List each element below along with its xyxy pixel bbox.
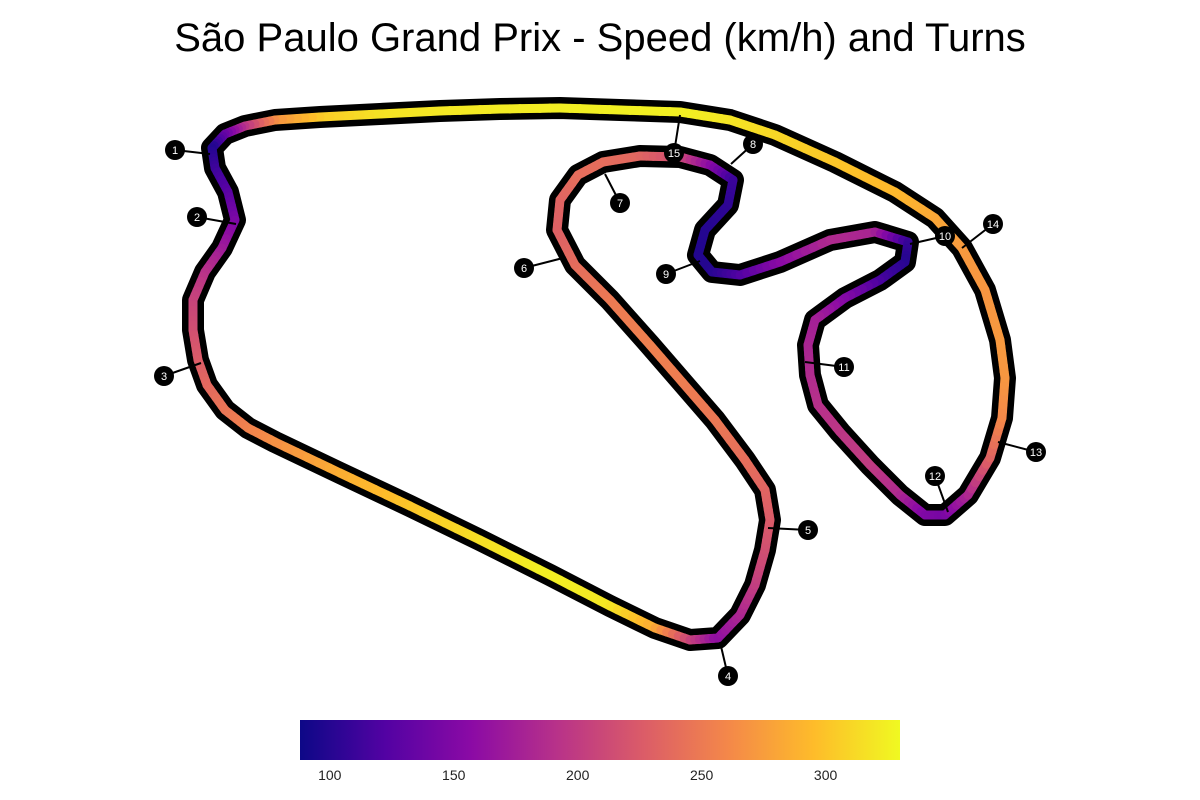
turn-marker-6: 6: [514, 257, 564, 278]
colorbar-tick-250: 250: [689, 767, 714, 783]
colorbar-tick-150: 150: [442, 767, 466, 783]
turn-marker-15: 15: [664, 114, 684, 163]
colorbar-tick-200: 200: [565, 767, 590, 783]
turn-badge: [983, 214, 1003, 234]
turn-number-label: 2: [194, 212, 200, 224]
turn-number-label: 12: [929, 471, 941, 483]
turn-badge: [187, 207, 207, 227]
turn-badge: [1026, 442, 1046, 462]
turn-number-label: 4: [725, 671, 731, 683]
turn-number-label: 1: [172, 145, 178, 157]
turn-marker-4: 4: [718, 641, 738, 686]
turn-badge: [925, 466, 945, 486]
turn-marker-12: 12: [925, 466, 949, 513]
turn-number-label: 8: [750, 139, 756, 151]
turn-number-label: 11: [838, 362, 849, 374]
turn-number-label: 13: [1030, 447, 1042, 459]
chart-title: São Paulo Grand Prix - Speed (km/h) and …: [174, 16, 1026, 60]
turn-badge: [718, 666, 738, 686]
turn-badge: [154, 366, 174, 386]
speed-colorbar: [300, 720, 900, 760]
turn-marker-7: 7: [604, 173, 630, 213]
turn-badge: [798, 520, 818, 540]
colorbar-tick-300: 300: [813, 767, 838, 783]
turn-badge: [935, 226, 955, 246]
turn-number-label: 14: [987, 219, 999, 231]
turn-marker-3: 3: [154, 362, 202, 386]
turn-marker-8: 8: [730, 134, 763, 165]
turn-number-label: 3: [161, 371, 167, 383]
turn-badge: [656, 264, 676, 284]
track-segment: [675, 107, 693, 118]
turn-marker-1: 1: [165, 140, 211, 160]
turn-badge: [514, 258, 534, 278]
turn-number-label: 5: [805, 525, 811, 537]
turn-marker-5: 5: [767, 520, 818, 540]
turn-number-label: 6: [521, 263, 527, 275]
turn-badge: [610, 193, 630, 213]
turn-marker-2: 2: [187, 207, 237, 227]
turn-number-label: 10: [939, 231, 951, 243]
turn-marker-14: 14: [961, 214, 1003, 249]
turn-badge: [664, 143, 684, 163]
turn-marker-11: 11: [804, 357, 854, 377]
colorbar-tick-100: 100: [318, 767, 342, 783]
turn-number-label: 9: [663, 269, 669, 281]
colorbar-gradient: [300, 720, 900, 760]
turn-marker-10: 10: [909, 226, 955, 246]
turn-badge: [743, 134, 763, 154]
turn-number-label: 15: [668, 148, 680, 160]
turn-number-label: 7: [617, 198, 623, 210]
turn-marker-13: 13: [997, 441, 1046, 462]
turn-badge: [165, 140, 185, 160]
track-speed-segments: [188, 103, 1010, 645]
turn-badge: [834, 357, 854, 377]
turn-marker-9: 9: [656, 260, 701, 284]
